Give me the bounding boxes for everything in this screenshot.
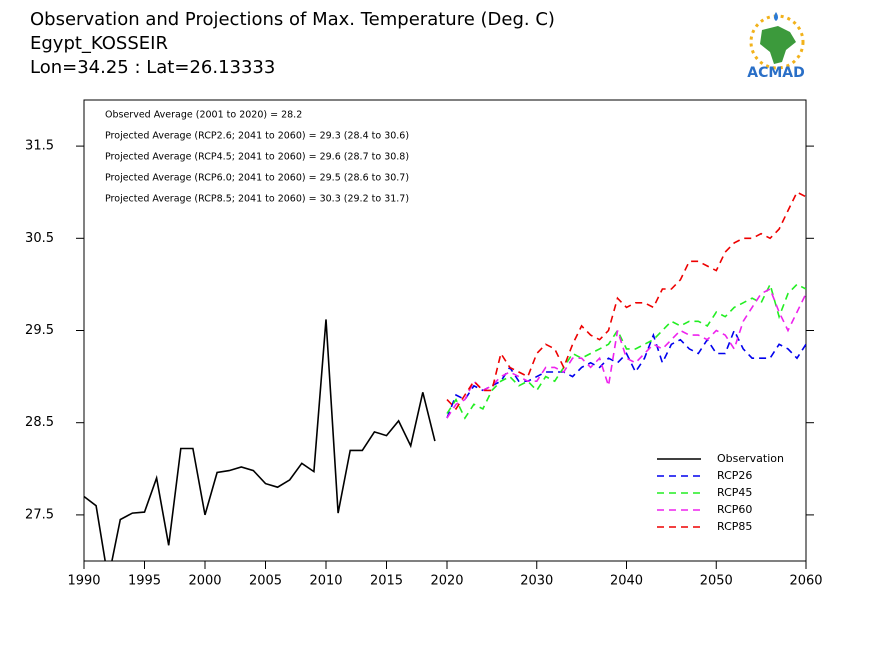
x-tick-label: 1990 [67, 574, 100, 589]
x-tick-label: 2015 [370, 574, 403, 589]
chart-title: Observation and Projections of Max. Temp… [30, 9, 555, 30]
annotation: Projected Average (RCP4.5; 2041 to 2060)… [105, 152, 409, 163]
x-tick-label: 2010 [309, 574, 342, 589]
y-tick-label: 27.5 [25, 507, 54, 522]
x-tick-label: 2030 [520, 574, 553, 589]
legend-label: RCP60 [717, 503, 752, 516]
x-tick-label: 2060 [789, 574, 822, 589]
chart-subtitle: Egypt_KOSSEIR [30, 33, 168, 54]
logo-drop [774, 12, 778, 21]
plot-area [84, 191, 806, 561]
x-tick-label: 2005 [249, 574, 282, 589]
legend-label: RCP45 [717, 486, 752, 499]
line-series [446, 282, 806, 420]
legend-label: Observation [717, 452, 784, 465]
legend-label: RCP26 [717, 469, 752, 482]
y-tick-label: 30.5 [25, 231, 54, 246]
x-tick-label: 2050 [700, 574, 733, 589]
y-tick-label: 28.5 [25, 415, 54, 430]
x-tick-label: 2040 [610, 574, 643, 589]
y-tick-label: 31.5 [25, 139, 54, 154]
legend-label: RCP85 [717, 520, 752, 533]
logo-map [760, 26, 796, 64]
line-series [446, 191, 806, 411]
logo-text: ACMAD [747, 65, 805, 81]
y-tick-label: 29.5 [25, 323, 54, 338]
logo: ACMAD [747, 12, 805, 81]
annotation: Observed Average (2001 to 2020) = 28.2 [105, 110, 302, 121]
plot-frame [83, 99, 807, 562]
x-tick-label: 2020 [430, 574, 463, 589]
annotation: Projected Average (RCP8.5; 2041 to 2060)… [105, 194, 409, 205]
x-tick-label: 1995 [128, 574, 161, 589]
chart-subtitle: Lon=34.25 : Lat=26.13333 [30, 57, 275, 78]
line-series [446, 328, 806, 419]
line-series [84, 319, 436, 561]
x-tick-label: 2000 [188, 574, 221, 589]
annotation: Projected Average (RCP6.0; 2041 to 2060)… [105, 173, 409, 184]
line-series [446, 287, 806, 419]
annotation: Projected Average (RCP2.6; 2041 to 2060)… [105, 131, 409, 142]
